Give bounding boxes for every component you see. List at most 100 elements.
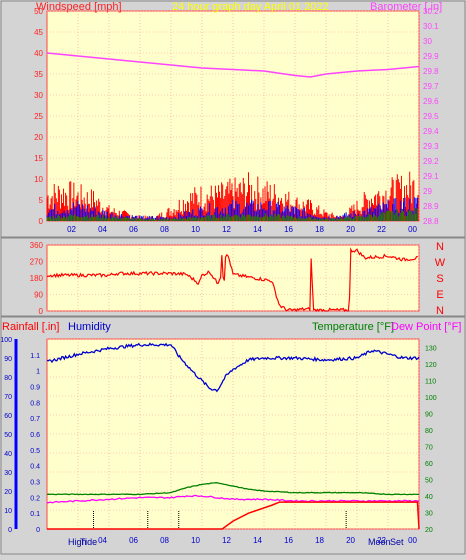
humidity-tick-label: 10 — [4, 508, 12, 515]
x-tick-label: 10 — [191, 536, 200, 545]
rain-tick-label: 0.8 — [30, 400, 40, 407]
humidity-tick-label: 80 — [4, 375, 12, 382]
x-tick-label: 08 — [160, 536, 169, 545]
x-tick-label: 12 — [222, 536, 231, 545]
rainfall-line — [47, 501, 420, 530]
direction-tick-label: 0 — [39, 307, 44, 316]
rainfall-axis-label: Rainfall [.in] — [2, 321, 59, 333]
baro-tick-label: 30 — [423, 37, 432, 46]
windspeed-axis-label: Windspeed [mph] — [36, 1, 122, 13]
temp-tick-label: 40 — [425, 494, 433, 501]
x-tick-label: 00 — [408, 536, 417, 545]
wind-tick-label: 5 — [39, 196, 44, 205]
rain-tick-label: 0 — [36, 527, 40, 534]
x-tick-label: 10 — [191, 225, 200, 234]
wind-tick-label: 30 — [34, 91, 43, 100]
temp-tick-label: 70 — [425, 444, 433, 451]
rain-tick-label: 1.1 — [30, 353, 40, 360]
rain-tick-label: 0.9 — [30, 385, 40, 392]
x-tick-label: 00 — [408, 225, 417, 234]
baro-tick-label: 29.1 — [423, 172, 439, 181]
wind-tick-label: 50 — [34, 7, 43, 16]
chart-title: 24 hour graph day April 01 2022 — [172, 1, 329, 13]
temperature-axis-label: Temperature [°F] — [312, 321, 394, 333]
compass-label: N — [436, 305, 444, 317]
wind-tick-label: 35 — [34, 70, 43, 79]
dewpoint-line — [46, 494, 420, 504]
event-tide-label: Tide — [80, 537, 97, 547]
wind-tick-label: 40 — [34, 49, 43, 58]
event-set-label: Set — [390, 537, 404, 547]
rain-tick-label: 0.2 — [30, 495, 40, 502]
wind-tick-label: 0 — [39, 217, 44, 226]
compass-label: S — [436, 273, 443, 285]
wind-tick-label: 25 — [34, 112, 43, 121]
baro-tick-label: 29.7 — [423, 82, 439, 91]
temperature-line — [46, 482, 420, 496]
baro-tick-label: 29.9 — [423, 52, 439, 61]
compass-label: N — [436, 241, 444, 253]
baro-tick-label: 30.1 — [423, 22, 439, 31]
x-tick-label: 20 — [346, 225, 355, 234]
humidity-tick-label: 50 — [4, 432, 12, 439]
humidity-tick-label: 60 — [4, 413, 12, 420]
baro-tick-label: 28.8 — [423, 217, 439, 226]
x-tick-label: 16 — [284, 225, 293, 234]
compass-label: E — [436, 289, 443, 301]
baro-tick-label: 29.8 — [423, 67, 439, 76]
direction-line — [46, 247, 418, 313]
x-tick-label: 18 — [315, 536, 324, 545]
temp-tick-label: 20 — [425, 527, 433, 534]
wind-tick-label: 45 — [34, 28, 43, 37]
wind-tick-label: 10 — [34, 175, 43, 184]
temp-tick-label: 80 — [425, 428, 433, 435]
x-tick-label: 18 — [315, 225, 324, 234]
baro-tick-label: 30.2 — [423, 7, 439, 16]
x-tick-label: 22 — [377, 225, 386, 234]
dewpoint-axis-label: Dew Point [°F] — [391, 321, 461, 333]
x-tick-label: 02 — [67, 225, 76, 234]
temp-tick-label: 130 — [425, 345, 437, 352]
event-moon-label: Moon — [368, 537, 391, 547]
baro-tick-label: 29.2 — [423, 157, 439, 166]
humidity-line — [46, 342, 420, 393]
baro-tick-label: 29.6 — [423, 97, 439, 106]
compass-label: W — [435, 257, 446, 269]
baro-tick-label: 28.9 — [423, 202, 439, 211]
direction-tick-label: 270 — [30, 258, 44, 267]
x-tick-label: 14 — [253, 536, 262, 545]
x-tick-label: 04 — [98, 536, 107, 545]
wind-tick-label: 20 — [34, 133, 43, 142]
direction-tick-label: 360 — [30, 241, 44, 250]
humidity-tick-label: 70 — [4, 394, 12, 401]
rain-tick-label: 0.3 — [30, 480, 40, 487]
rain-tick-label: 0.5 — [30, 448, 40, 455]
temp-tick-label: 30 — [425, 510, 433, 517]
humidity-tick-label: 30 — [4, 470, 12, 477]
rain-tick-label: 0.6 — [30, 432, 40, 439]
temp-tick-label: 100 — [425, 395, 437, 402]
baro-tick-label: 29 — [423, 187, 432, 196]
rain-tick-label: 1 — [36, 369, 40, 376]
direction-tick-label: 90 — [34, 291, 43, 300]
x-tick-label: 06 — [129, 225, 138, 234]
humidity-tick-label: 90 — [4, 356, 12, 363]
x-tick-label: 16 — [284, 536, 293, 545]
wind-tick-label: 15 — [34, 154, 43, 163]
temp-tick-label: 120 — [425, 362, 437, 369]
humidity-tick-label: 20 — [4, 489, 12, 496]
direction-tick-label: 180 — [30, 274, 44, 283]
rain-tick-label: 0.7 — [30, 416, 40, 423]
baro-tick-label: 29.3 — [423, 142, 439, 151]
humidity-tick-label: 40 — [4, 451, 12, 458]
temp-tick-label: 90 — [425, 411, 433, 418]
baro-tick-label: 29.5 — [423, 112, 439, 121]
temp-tick-label: 110 — [425, 378, 436, 385]
rain-tick-label: 0.4 — [30, 464, 40, 471]
humidity-axis-label: Humidity — [68, 321, 111, 333]
x-tick-label: 08 — [160, 225, 169, 234]
rain-tick-label: 0.1 — [30, 511, 40, 518]
barometer-line — [46, 52, 420, 78]
